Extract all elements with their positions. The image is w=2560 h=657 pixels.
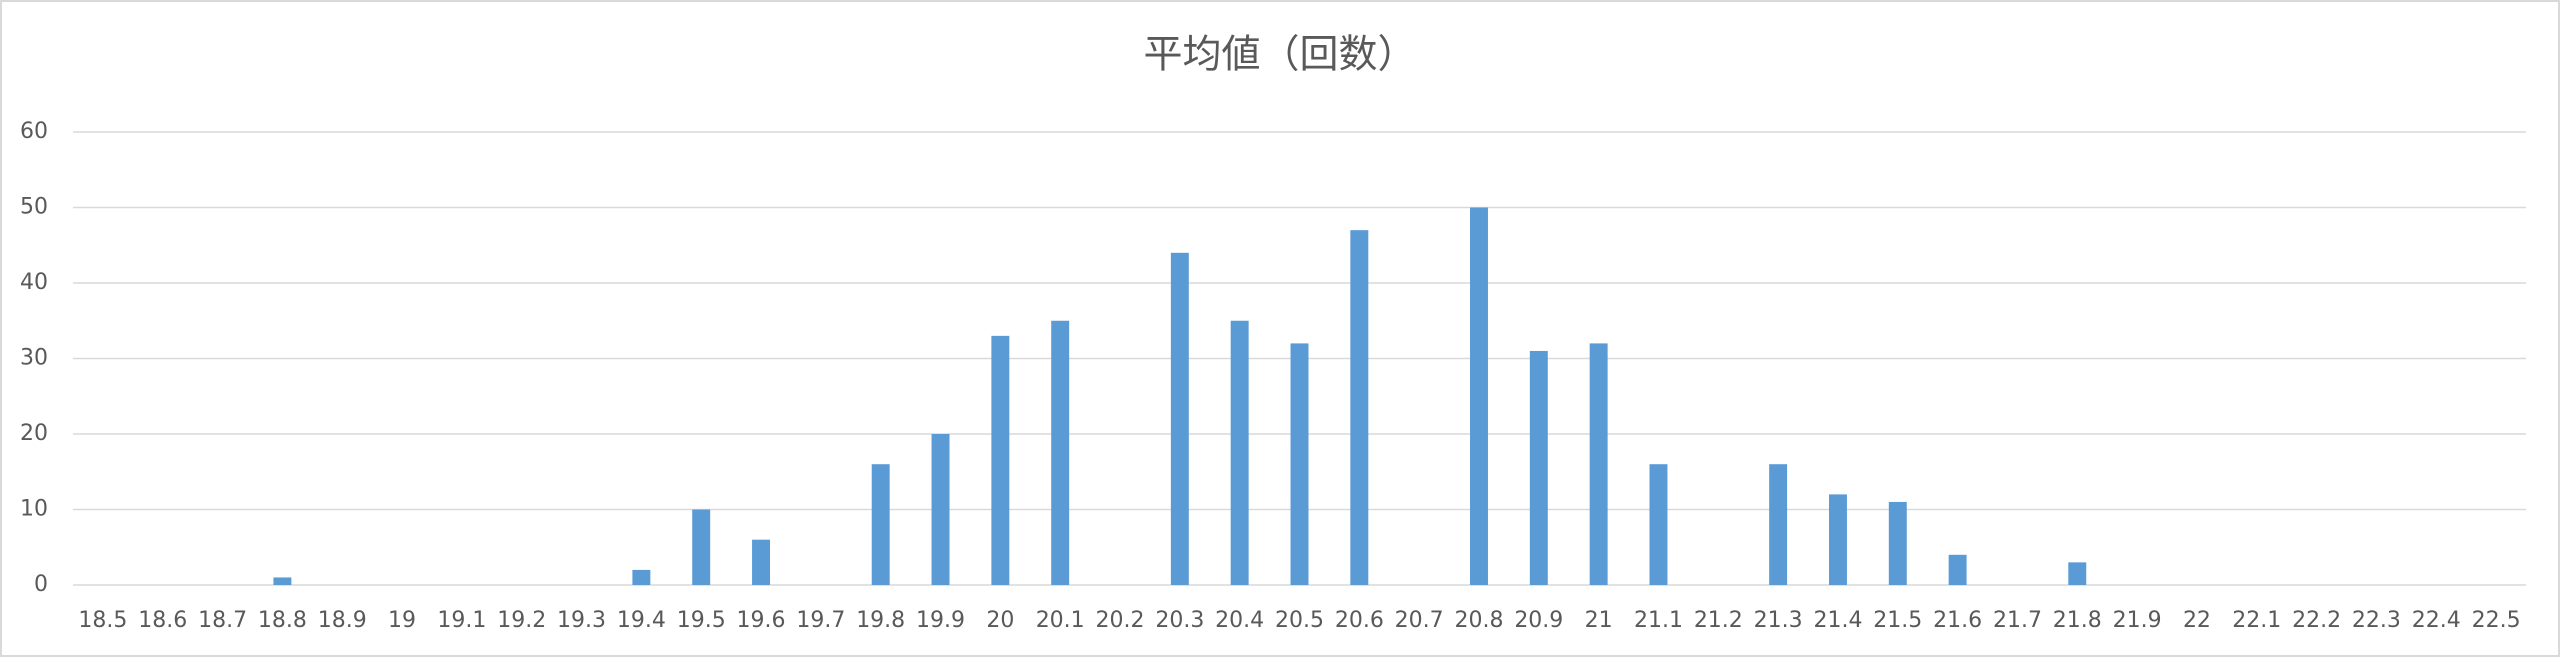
x-tick-label: 19.4	[617, 608, 666, 633]
x-tick-label: 19.7	[796, 608, 845, 633]
x-tick-label: 22.5	[2472, 608, 2521, 633]
x-tick-label: 21.6	[1933, 608, 1982, 633]
x-tick-label: 21.7	[1993, 608, 2042, 633]
x-tick-label: 18.6	[138, 608, 187, 633]
x-tick-label: 19	[388, 608, 416, 633]
x-tick-label: 19.6	[737, 608, 786, 633]
bar	[931, 434, 950, 585]
x-tick-label: 22.2	[2292, 608, 2341, 633]
bar	[1230, 320, 1249, 585]
bar	[632, 569, 651, 585]
x-tick-label: 20.2	[1096, 608, 1145, 633]
y-tick-label: 30	[20, 346, 48, 371]
x-tick-label: 19.9	[916, 608, 965, 633]
bar	[2068, 562, 2087, 585]
x-tick-label: 22.3	[2352, 608, 2401, 633]
bar	[1769, 464, 1788, 585]
bar	[991, 335, 1010, 585]
x-tick-label: 22.4	[2412, 608, 2461, 633]
x-tick-label: 21.2	[1694, 608, 1743, 633]
y-tick-label: 10	[20, 497, 48, 522]
bar	[1888, 501, 1907, 585]
bar	[871, 464, 890, 585]
bar	[1170, 252, 1189, 586]
x-tick-label: 21	[1585, 608, 1613, 633]
y-tick-label: 50	[20, 195, 48, 220]
bar	[1290, 343, 1309, 585]
bar	[1529, 350, 1548, 585]
x-tick-label: 21.1	[1634, 608, 1683, 633]
bar	[1828, 494, 1847, 585]
x-tick-label: 18.8	[258, 608, 307, 633]
x-tick-label: 20.7	[1395, 608, 1444, 633]
bar	[692, 509, 711, 585]
x-tick-label: 20.6	[1335, 608, 1384, 633]
y-tick-label: 60	[20, 119, 48, 144]
bar	[1948, 554, 1967, 585]
x-tick-label: 20.8	[1454, 608, 1503, 633]
x-tick-label: 18.5	[78, 608, 127, 633]
x-tick-label: 19.2	[497, 608, 546, 633]
bar	[273, 577, 292, 585]
bar	[1470, 207, 1488, 585]
x-tick-label: 19.3	[557, 608, 606, 633]
bar	[1589, 343, 1608, 585]
x-tick-label: 20.1	[1036, 608, 1085, 633]
bar	[752, 539, 771, 585]
x-tick-label: 19.1	[437, 608, 486, 633]
x-tick-label: 20	[986, 608, 1014, 633]
x-tick-label: 20.4	[1215, 608, 1264, 633]
bar	[1350, 230, 1369, 585]
y-tick-label: 40	[20, 270, 48, 295]
x-tick-label: 21.5	[1873, 608, 1922, 633]
x-tick-label: 21.3	[1754, 608, 1803, 633]
x-tick-label: 20.9	[1514, 608, 1563, 633]
x-tick-label: 20.5	[1275, 608, 1324, 633]
x-tick-label: 19.8	[856, 608, 905, 633]
x-tick-label: 20.3	[1155, 608, 1204, 633]
y-tick-label: 0	[34, 572, 48, 597]
bar	[1051, 320, 1070, 585]
x-tick-label: 22.1	[2232, 608, 2281, 633]
bar	[1649, 464, 1668, 585]
x-tick-label: 22	[2183, 608, 2211, 633]
x-tick-label: 18.9	[318, 608, 367, 633]
y-tick-label: 20	[20, 421, 48, 446]
x-tick-label: 19.5	[677, 608, 726, 633]
x-tick-label: 21.4	[1813, 608, 1862, 633]
x-tick-label: 21.8	[2053, 608, 2102, 633]
x-tick-label: 18.7	[198, 608, 247, 633]
chart-title: 平均値（回数）	[1143, 33, 1416, 78]
x-tick-label: 21.9	[2113, 608, 2162, 633]
